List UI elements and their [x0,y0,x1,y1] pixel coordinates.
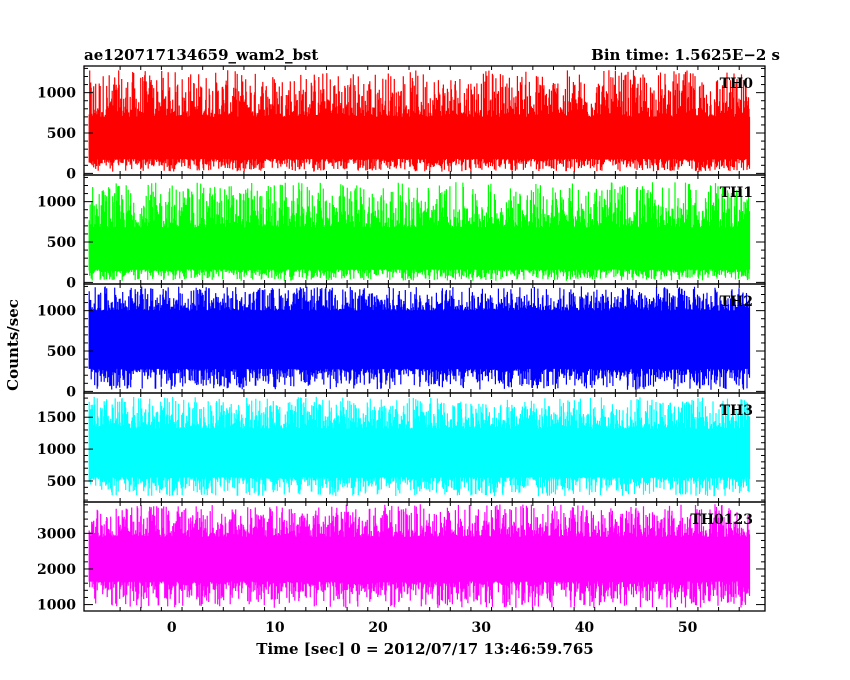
y-tick-label: 500 [47,344,76,360]
y-tick-label: 1000 [37,304,76,320]
panel-label-th1: TH1 [720,185,753,201]
series-band-th2 [89,310,750,369]
y-tick-label: 0 [66,384,76,400]
y-tick-label: 1000 [37,598,76,614]
x-tick-labels: 0 10 20 30 40 50 [167,620,698,636]
y-tick-label: 1000 [37,195,76,211]
x-axis-title: Time [sec] 0 = 2012/07/17 13:46:59.765 [256,640,593,658]
panel-frame [83,501,766,612]
x-tick-label: 40 [575,620,595,636]
y-tick-label: 2000 [37,562,76,578]
panel-th0123: 1000 2000 3000 TH0123 [37,501,766,614]
x-tick-label: 20 [368,620,388,636]
panel-label-th3: TH3 [720,403,753,419]
y-tick-label: 1500 [37,410,76,426]
y-tick-label: 1000 [37,86,76,102]
y-tick-label: 500 [47,126,76,142]
series-band-th3 [89,428,750,478]
x-tick-label: 10 [265,620,285,636]
panel-label-th0123: TH0123 [690,512,753,528]
panel-label-th2: TH2 [720,294,753,310]
panel-th3: 500 1000 1500 TH3 [37,392,766,503]
x-tick-label: 0 [167,620,177,636]
y-axis-title: Counts/sec [4,299,22,391]
x-tick-label: 30 [472,620,492,636]
bin-time-label: Bin time: 1.5625E−2 s [591,46,780,64]
panels-group: 0 500 1000 TH0 0 500 1000 TH1 0 500 1000 TH2 500 1000… [37,65,766,614]
y-tick-label: 0 [66,275,76,291]
panel-th2: 0 500 1000 TH2 [37,283,766,400]
y-tick-label: 500 [47,235,76,251]
panel-th0: 0 500 1000 TH0 [37,65,766,182]
x-tick-label: 50 [678,620,698,636]
series-band-th0 [89,116,750,159]
chart-title: ae120717134659_wam2_bst [84,46,318,64]
series-band-th1 [89,227,750,270]
y-tick-label: 500 [47,474,76,490]
panel-label-th0: TH0 [720,76,754,92]
y-tick-label: 1000 [37,442,76,458]
y-tick-label: 3000 [37,526,76,542]
y-tick-label: 0 [66,166,76,182]
panel-th1: 0 500 1000 TH1 [37,174,766,291]
series-band-th0123 [89,536,750,582]
